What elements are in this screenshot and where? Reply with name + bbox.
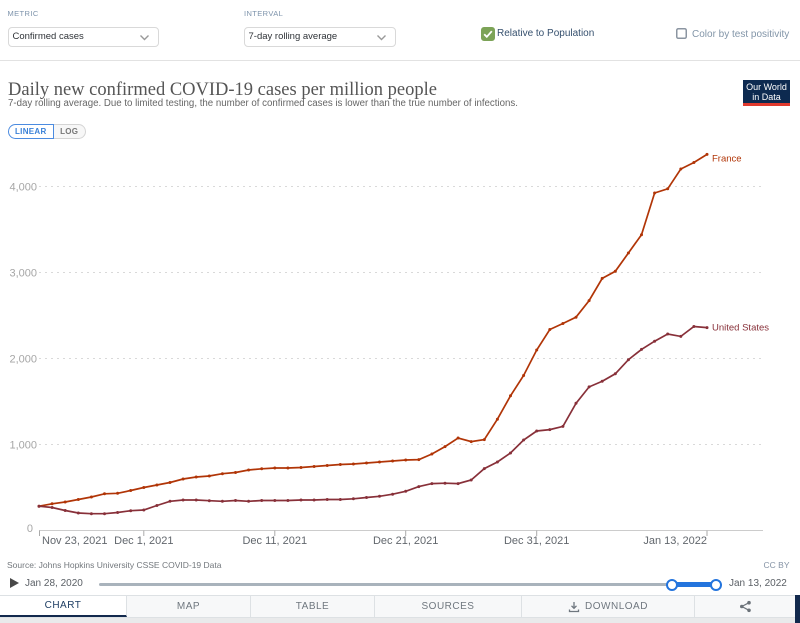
svg-text:4,000: 4,000 bbox=[9, 182, 37, 194]
svg-text:Dec 31, 2021: Dec 31, 2021 bbox=[504, 535, 569, 547]
svg-text:United States: United States bbox=[712, 323, 769, 334]
svg-text:Dec 1, 2021: Dec 1, 2021 bbox=[114, 535, 173, 547]
svg-text:Jan 13, 2022: Jan 13, 2022 bbox=[643, 535, 707, 547]
svg-text:2,000: 2,000 bbox=[9, 354, 37, 366]
svg-text:Nov 23, 2021: Nov 23, 2021 bbox=[42, 535, 107, 547]
svg-text:Dec 21, 2021: Dec 21, 2021 bbox=[373, 535, 438, 547]
svg-text:3,000: 3,000 bbox=[9, 268, 37, 280]
svg-text:France: France bbox=[712, 154, 742, 165]
svg-text:1,000: 1,000 bbox=[9, 440, 37, 452]
svg-text:0: 0 bbox=[27, 523, 33, 535]
svg-text:Dec 11, 2021: Dec 11, 2021 bbox=[242, 535, 307, 547]
